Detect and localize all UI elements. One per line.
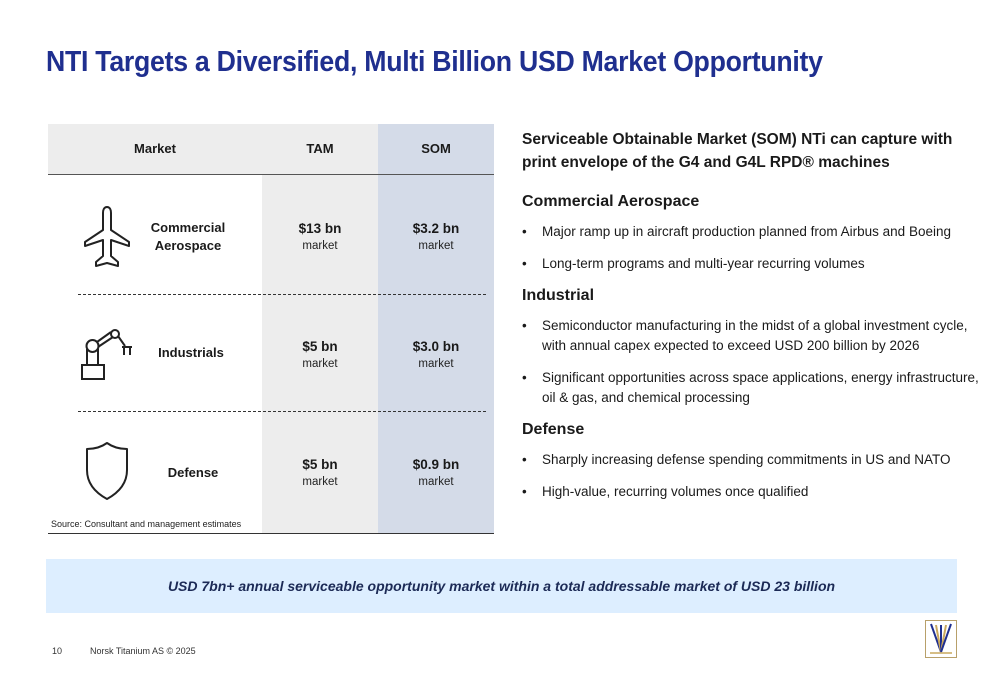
section-heading-aerospace: Commercial Aerospace: [522, 193, 700, 210]
airplane-icon: [84, 206, 130, 267]
section-heading-defense: Defense: [522, 421, 585, 438]
page-title: NTI Targets a Diversified, Multi Billion…: [46, 46, 823, 78]
header-som: SOM: [421, 141, 451, 156]
som-industrials: $3.0 bn market: [412, 339, 460, 370]
section-heading-industrial: Industrial: [522, 287, 595, 304]
source-note: Source: Consultant and management estima…: [51, 519, 242, 529]
bullet: Long-term programs and multi-year recurr…: [522, 254, 982, 274]
som-lead: Serviceable Obtainable Market (SOM) NTi …: [522, 131, 953, 171]
tam-industrials: $5 bn market: [302, 339, 338, 370]
market-table: Market TAM SOM Commercial Aerospace $13 …: [48, 124, 494, 534]
company-logo-icon: [925, 620, 957, 658]
summary-banner: USD 7bn+ annual serviceable opportunity …: [46, 559, 957, 613]
page-number: 10: [52, 646, 63, 656]
bullet: Significant opportunities across space a…: [522, 368, 982, 408]
copyright: Norsk Titanium AS © 2025: [90, 646, 196, 656]
som-description: Serviceable Obtainable Market (SOM) NTi …: [522, 128, 982, 514]
row-divider: [78, 411, 486, 412]
robotic-arm-icon: [81, 329, 132, 380]
row-label-industrials: Industrials: [158, 345, 224, 360]
bullet: High-value, recurring volumes once quali…: [522, 482, 982, 502]
bullet: Major ramp up in aircraft production pla…: [522, 222, 982, 242]
row-label-defense: Defense: [167, 465, 219, 480]
bullet: Semiconductor manufacturing in the midst…: [522, 316, 982, 356]
som-defense: $0.9 bn market: [412, 457, 460, 488]
bullet: Sharply increasing defense spending comm…: [522, 450, 982, 470]
tam-aerospace: $13 bn market: [298, 221, 342, 252]
row-label-aerospace: Commercial Aerospace: [150, 220, 226, 253]
som-aerospace: $3.2 bn market: [412, 221, 460, 252]
shield-icon: [86, 442, 128, 500]
banner-text: USD 7bn+ annual serviceable opportunity …: [167, 578, 836, 594]
row-divider: [78, 294, 486, 295]
header-market: Market: [134, 141, 176, 156]
tam-defense: $5 bn market: [302, 457, 338, 488]
header-tam: TAM: [306, 141, 334, 156]
